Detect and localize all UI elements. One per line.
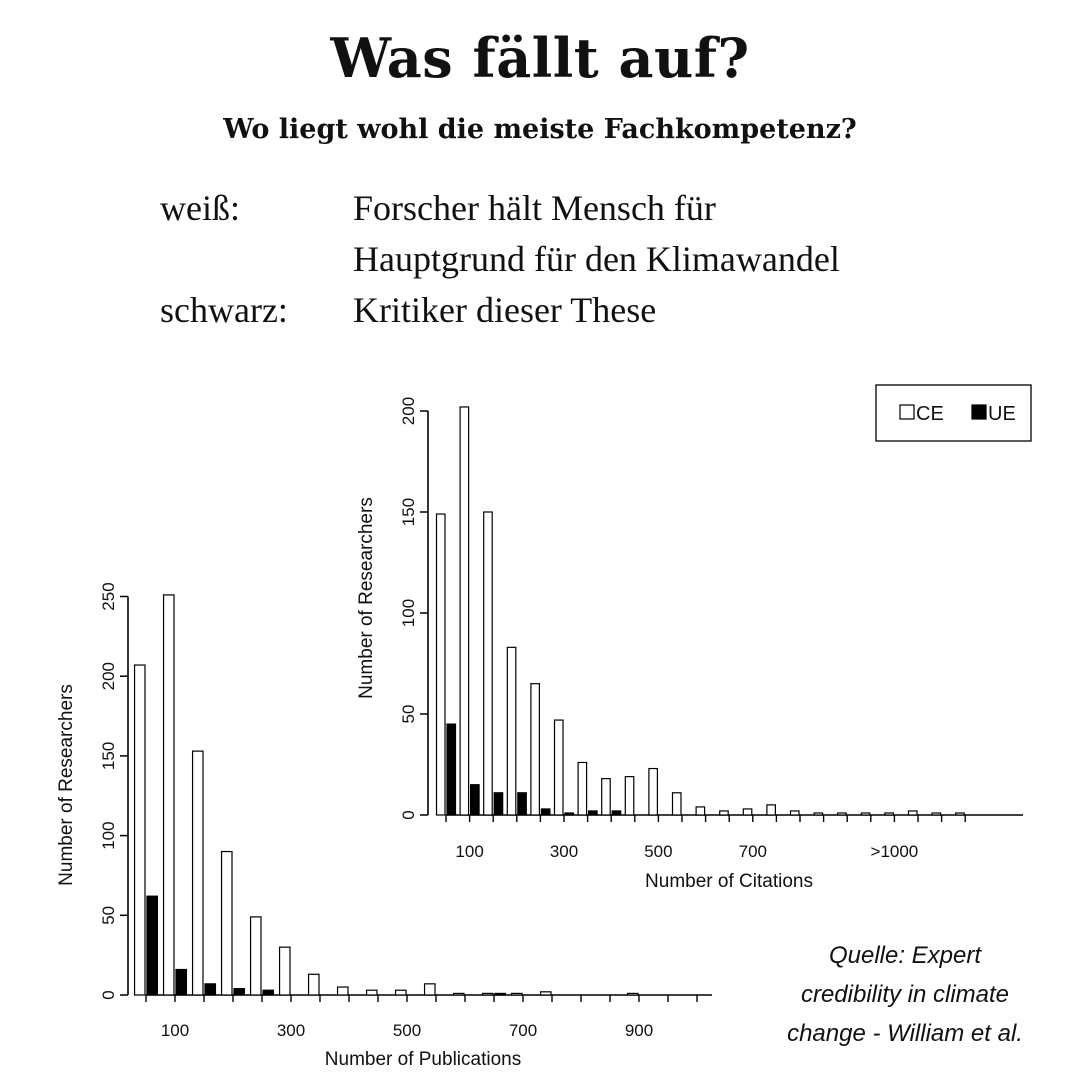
y-axis-title: Number of Researchers [356,497,377,699]
bar-ce [719,810,729,816]
bar-ce [510,992,523,996]
citations-histogram: 0 50 100 150 200 100 300 500 700 >1000 Number of C… [356,384,1032,892]
page-title: Was fällt auf? [330,26,750,90]
bar-ce [601,778,611,816]
bar-ce [671,792,682,816]
x-tick-label: 300 [277,1021,305,1040]
y-tick-label: 50 [399,705,418,724]
x-tick-label: 300 [550,842,578,861]
bar-ue [564,812,575,816]
y-tick-label: 0 [399,810,418,819]
bar-ce [577,761,588,816]
y-tick-label: 100 [99,821,118,849]
legend-swatch-ue [971,404,987,420]
bar-ue [446,723,457,816]
bar-ce [133,664,146,996]
source-caption: Quelle: Expert credibility in climate ch… [760,936,1050,1053]
bar-ce [452,992,465,996]
x-tick-label: 700 [509,1021,537,1040]
bar-ce [931,812,942,816]
bar-ce [813,812,824,816]
bar-ce [394,989,407,996]
bar-ce [278,946,291,996]
x-tick-label: 500 [644,842,672,861]
bar-ce [191,750,204,996]
bar-ue [587,810,598,816]
x-tick-label: 700 [739,842,767,861]
source-line-3: change - William et al. [787,1020,1023,1047]
y-tick-label: 200 [399,397,418,425]
x-axis-title: Number of Citations [645,871,813,892]
y-tick-label: 250 [99,582,118,610]
bar-ce [860,812,871,816]
bar-ce [837,812,847,816]
y-tick-label: 200 [99,662,118,690]
black-description: Kritiker dieser These [353,290,657,330]
bar-ce [435,513,446,816]
bar-ce [742,808,753,816]
white-label: weiß: [160,188,240,228]
bar-ue [262,989,275,996]
bar-ce [506,646,517,816]
x-tick-label: 100 [455,842,483,861]
bar-ue [204,983,217,996]
bar-ce [307,973,320,996]
bar-ce [423,983,436,996]
legend-swatch-ce [899,404,915,420]
black-label: schwarz: [160,290,288,330]
white-description-line-1: Forscher hält Mensch für [353,188,716,228]
y-tick-label: 0 [99,990,118,999]
bar-ue [233,988,246,996]
bar-ce [365,989,378,996]
y-axis-title: Number of Researchers [56,684,77,886]
bar-ce [626,992,639,996]
legend-label-ue: UE [988,403,1016,425]
x-axis-title: Number of Publications [325,1049,521,1070]
legend-label-ce: CE [916,403,944,425]
bar-ce [553,719,564,816]
bar-ce [530,683,540,816]
y-tick-label: 150 [399,498,418,526]
bar-ce [162,594,175,996]
bar-ce [955,812,965,816]
y-tick-label: 50 [99,906,118,925]
bar-ue [175,968,188,996]
bar-ce [884,812,894,816]
bar-ue [493,792,504,816]
bar-ce [789,810,800,816]
bar-ce [249,916,262,996]
bar-ue [146,895,159,996]
bar-ue [494,992,507,996]
bar-ue [470,784,480,816]
page-subtitle: Wo liegt wohl die meiste Fachkompetenz? [223,114,857,145]
bar-ce [483,511,493,816]
source-line-2: credibility in climate [800,981,1010,1008]
bar-ce [907,810,918,816]
bar-ue [611,810,622,816]
bar-ce [624,776,635,816]
bar-ce [481,992,494,996]
x-tick-label: 100 [161,1021,189,1040]
bar-ce [220,850,233,996]
bar-ue [517,792,527,816]
x-tick-label: 500 [393,1021,421,1040]
bar-ue [540,808,551,816]
bar-ce [336,986,349,996]
bar-ce [459,406,470,816]
bar-ce [766,804,776,816]
bar-ce [539,991,552,996]
x-tick-label: >1000 [871,842,919,861]
y-tick-label: 150 [99,742,118,770]
x-tick-label: 900 [625,1021,653,1040]
y-tick-label: 100 [399,599,418,627]
bar-ce [648,767,658,816]
bar-ce [695,806,706,816]
source-line-1: Quelle: Expert [828,942,982,969]
white-description-line-2: Hauptgrund für den Klimawandel [353,239,840,279]
